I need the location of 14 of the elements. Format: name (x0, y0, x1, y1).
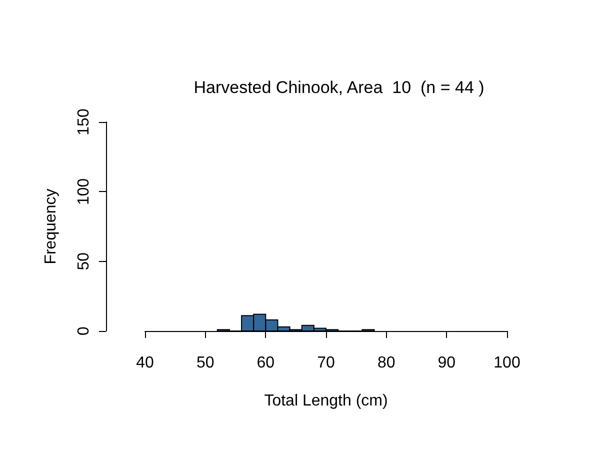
x-axis-title: Total Length (cm) (264, 392, 388, 410)
x-tick-label: 70 (317, 354, 335, 372)
x-tick-label: 50 (196, 354, 214, 372)
y-axis-title: Frequency (42, 188, 60, 264)
x-tick-label: 40 (136, 354, 154, 372)
x-tick-label: 60 (256, 354, 275, 372)
y-tick-label: 150 (76, 108, 92, 136)
x-tick-label: 100 (494, 354, 520, 372)
y-tick-label: 100 (76, 178, 92, 206)
chart-title: Harvested Chinook, Area 10 (n = 44 ) (194, 78, 484, 97)
x-tick-label: 80 (377, 354, 396, 372)
x-tick-label: 90 (438, 354, 456, 372)
y-tick-label: 50 (76, 252, 92, 270)
y-tick-label: 0 (76, 326, 92, 336)
